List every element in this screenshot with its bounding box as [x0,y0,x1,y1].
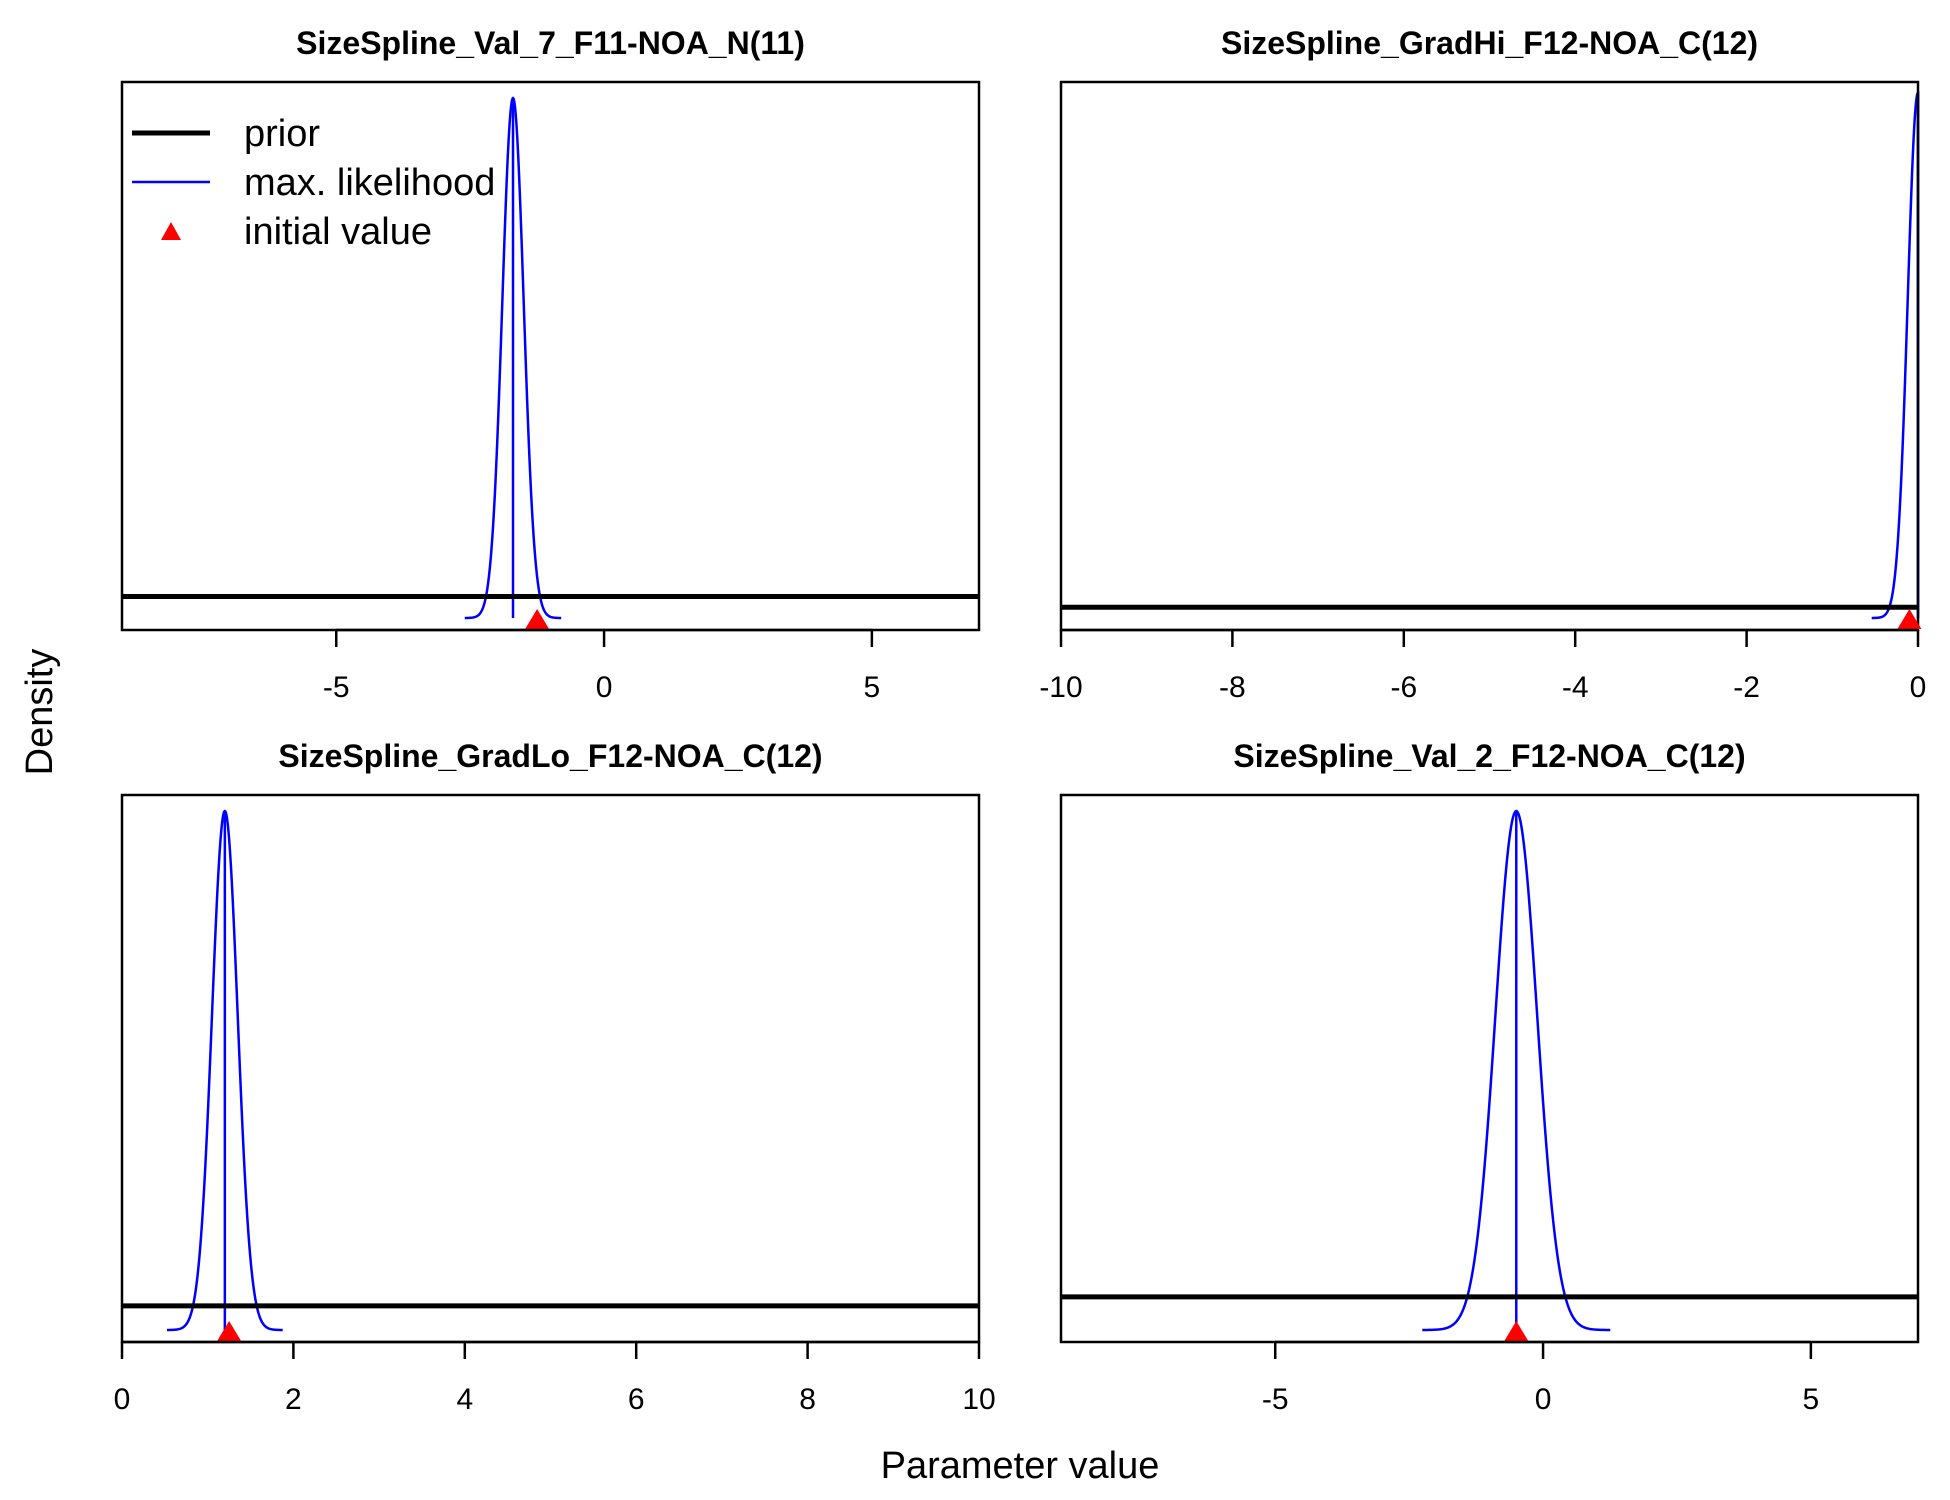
x-tick-label: -6 [1390,671,1417,704]
x-tick-label: 8 [799,1383,816,1416]
x-tick-label: 5 [864,671,881,704]
x-tick-label: 5 [1803,1383,1820,1416]
x-tick-label: 0 [596,671,613,704]
x-tick-label: 6 [628,1383,645,1416]
x-tick-label: 0 [1535,1383,1552,1416]
x-tick-label: 2 [285,1383,302,1416]
initial-value-marker [1897,609,1922,629]
x-tick-label: 0 [114,1383,131,1416]
initial-value-marker [1504,1321,1529,1341]
x-axis-title: Parameter value [881,1445,1160,1487]
panel-title: SizeSpline_GradLo_F12-NOA_C(12) [278,738,822,774]
x-tick-label: -2 [1733,671,1760,704]
x-tick-label: -5 [1262,1383,1289,1416]
initial-value-marker [525,609,550,629]
panel-title: SizeSpline_Val_7_F11-NOA_N(11) [296,25,805,61]
panel-2: SizeSpline_GradHi_F12-NOA_C(12) -10 -8 -6 -4… [1039,25,1926,704]
panels: SizeSpline_Val_7_F11-NOA_N(11)-5 0 5SizeSp… [114,25,1927,1416]
panel-title: SizeSpline_GradHi_F12-NOA_C(12) [1221,25,1758,61]
likelihood-curve [1871,90,1920,620]
x-tick-label: -8 [1219,671,1246,704]
panel-1: SizeSpline_Val_7_F11-NOA_N(11) -5 0 5 [120,25,981,704]
legend-item-max-likelihood: max. likelihood [132,162,495,204]
x-tick-label: 0 [1910,671,1927,704]
initial-value-marker [217,1321,242,1341]
x-tick-label: -10 [1039,671,1082,704]
legend-swatch [161,222,181,240]
panel-title: SizeSpline_Val_2_F12-NOA_C(12) [1233,738,1745,774]
panel-3: SizeSpline_GradLo_F12-NOA_C(12) 0 2 4 6 8 10 [114,738,996,1416]
x-tick-label: 10 [962,1383,995,1416]
legend-label: max. likelihood [244,162,495,204]
legend-item-initial-value: initial value [161,211,432,253]
legend: prior max. likelihood initial value [132,113,495,253]
x-tick-label: -4 [1562,671,1589,704]
x-tick-label: -5 [323,671,350,704]
y-axis-title: Density [19,649,61,776]
legend-label: initial value [244,211,432,253]
legend-item-prior: prior [132,113,320,155]
legend-label: prior [244,113,320,155]
x-tick-label: 4 [456,1383,473,1416]
panel-4: SizeSpline_Val_2_F12-NOA_C(12) -5 0 5 [1059,738,1920,1416]
